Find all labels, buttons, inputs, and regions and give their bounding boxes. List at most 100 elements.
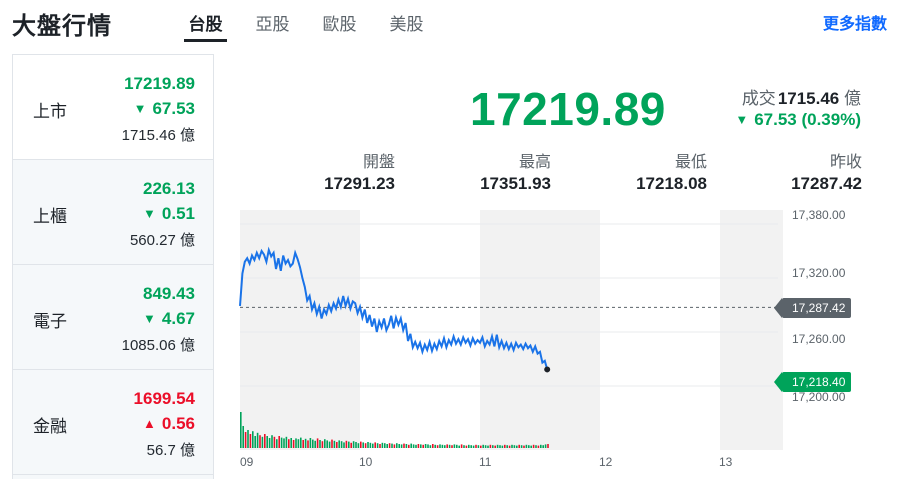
volume-bar xyxy=(256,432,259,448)
volume-bar xyxy=(412,444,415,448)
volume-bars xyxy=(240,412,549,448)
stat-low: 最低 17218.08 xyxy=(557,148,707,194)
sidebar-item-finance[interactable]: 金融 1699.54 ▲ 0.56 56.7 億 xyxy=(13,370,213,475)
volume-bar xyxy=(381,442,384,448)
volume-bar xyxy=(420,444,422,448)
triangle-down-icon: ▼ xyxy=(735,112,749,127)
index-price: 17219.89 xyxy=(470,83,666,135)
volume-bar xyxy=(506,445,508,448)
sidebar-item-change-value: 0.51 xyxy=(161,204,195,223)
sidebar-item-name: 電子 xyxy=(33,312,67,331)
volume-bar xyxy=(458,445,460,448)
volume-bar xyxy=(434,444,436,448)
volume-bar xyxy=(333,440,336,448)
volume-bar xyxy=(410,443,412,448)
hour-band xyxy=(240,210,360,450)
volume-bar xyxy=(424,444,427,448)
volume-bar xyxy=(525,444,528,448)
volume-bar xyxy=(499,445,501,448)
volume-bar xyxy=(487,445,489,448)
volume-bar xyxy=(357,443,360,448)
triangle-down-icon: ▼ xyxy=(143,206,156,221)
volume-bar xyxy=(328,441,331,448)
turnover: 成交 1715.46 億 xyxy=(742,84,861,109)
volume-bar xyxy=(501,445,504,448)
volume-bar xyxy=(429,445,432,448)
volume-bar xyxy=(343,442,345,448)
more-indices-link[interactable]: 更多指數 xyxy=(822,16,887,33)
intraday-chart xyxy=(239,210,783,450)
volume-bar xyxy=(408,444,410,448)
volume-bar xyxy=(249,434,252,448)
x-tick-label: 09 xyxy=(240,455,254,469)
volume-bar xyxy=(523,445,525,448)
volume-bar xyxy=(379,444,381,448)
volume-bar xyxy=(441,444,444,448)
stat-value: 17291.23 xyxy=(324,174,395,193)
tab-taiwan-stocks[interactable]: 台股 xyxy=(172,0,239,46)
volume-bar xyxy=(508,445,511,448)
sidebar-item-volume: 1085.06 億 xyxy=(121,337,195,354)
sidebar-item-volume: 1715.46 億 xyxy=(121,127,195,144)
tab-europe-stocks[interactable]: 歐股 xyxy=(322,15,357,34)
tab-asia-stocks[interactable]: 亞股 xyxy=(255,15,290,34)
volume-bar xyxy=(391,443,393,448)
volume-bar xyxy=(290,438,292,448)
volume-bar xyxy=(345,440,348,448)
volume-bar xyxy=(278,436,280,448)
volume-bar xyxy=(400,444,403,448)
hour-band xyxy=(480,210,600,450)
sidebar-item-electronics[interactable]: 電子 849.43 ▼ 4.67 1085.06 億 xyxy=(13,265,213,370)
volume-bar xyxy=(252,431,254,448)
price-line xyxy=(239,246,549,370)
sidebar-item-volume: 560.27 億 xyxy=(129,232,195,249)
stat-label: 昨收 xyxy=(829,154,862,171)
chart-grid xyxy=(240,223,778,387)
stat-value: 17218.08 xyxy=(636,174,707,193)
x-tick-label: 12 xyxy=(599,455,613,469)
volume-bar xyxy=(316,438,319,448)
volume-bar xyxy=(312,439,314,448)
volume-bar xyxy=(242,426,244,448)
volume-bar xyxy=(374,442,376,448)
volume-bar xyxy=(439,444,441,448)
volume-bar xyxy=(386,444,388,448)
volume-bar xyxy=(264,434,266,448)
volume-bar xyxy=(362,442,364,448)
hour-band xyxy=(720,210,783,450)
volume-bar xyxy=(516,445,518,448)
stat-value: 17351.93 xyxy=(480,174,551,193)
volume-bar xyxy=(472,445,475,448)
volume-bar xyxy=(405,444,408,448)
volume-bar xyxy=(319,440,321,448)
sidebar-item-price: 849.43 xyxy=(143,284,195,303)
stat-label: 最低 xyxy=(674,154,707,171)
volume-bar xyxy=(513,445,516,448)
volume-bar xyxy=(292,440,295,448)
volume-bar xyxy=(417,444,420,448)
turnover-label: 成交 xyxy=(741,89,776,108)
stat-label: 最高 xyxy=(518,154,551,171)
sidebar-item-otc[interactable]: 上櫃 226.13 ▼ 0.51 560.27 億 xyxy=(13,160,213,265)
volume-bar xyxy=(276,439,278,448)
volume-bar xyxy=(369,442,372,448)
volume-bar xyxy=(415,444,417,448)
volume-bar xyxy=(240,412,242,448)
volume-bar xyxy=(494,445,496,448)
volume-bar xyxy=(388,443,391,448)
tab-us-stocks[interactable]: 美股 xyxy=(389,15,424,34)
volume-bar xyxy=(304,438,307,448)
volume-bar xyxy=(482,444,484,448)
sidebar-item-listed[interactable]: 上市 17219.89 ▼ 67.53 1715.46 億 xyxy=(13,55,213,160)
volume-bar xyxy=(396,443,398,448)
volume-bar xyxy=(448,444,451,448)
volume-bar xyxy=(460,444,463,448)
volume-bar xyxy=(268,438,271,448)
turnover-unit: 億 xyxy=(844,89,861,108)
volume-bar xyxy=(451,445,453,448)
market-tabs: 台股 亞股 歐股 美股 xyxy=(172,0,440,46)
volume-bar xyxy=(360,441,362,448)
volume-bar xyxy=(480,445,482,448)
volume-bar xyxy=(348,441,350,448)
volume-bar xyxy=(376,443,379,448)
